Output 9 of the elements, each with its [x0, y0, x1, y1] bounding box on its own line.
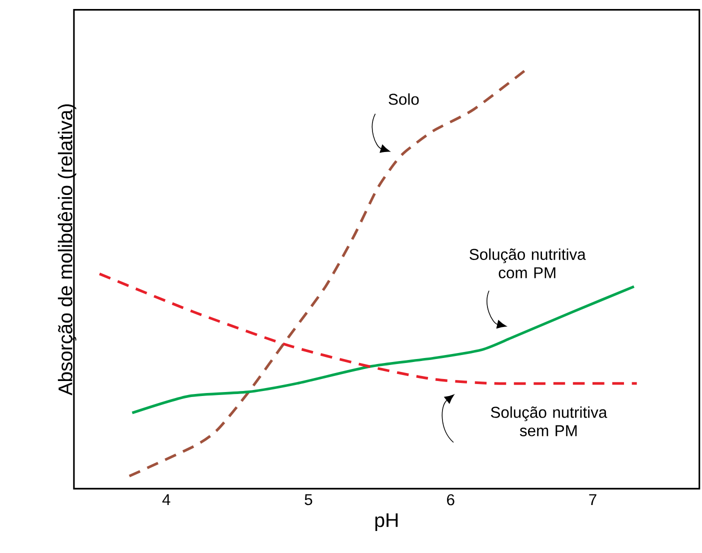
series-label: Solo — [388, 93, 419, 105]
x-tick-label: 7 — [589, 494, 596, 505]
series-label: Solução nutritiva sem PM — [490, 406, 608, 436]
x-tick-label: 5 — [304, 494, 312, 505]
y-axis-title: Absorção de molibdênio (relativa) — [58, 104, 76, 396]
x-tick-label: 6 — [447, 494, 454, 506]
x-axis-title: pH — [375, 513, 398, 531]
series-label: Solução nutritiva com PM — [470, 248, 586, 278]
x-tick-label: 4 — [162, 494, 170, 505]
